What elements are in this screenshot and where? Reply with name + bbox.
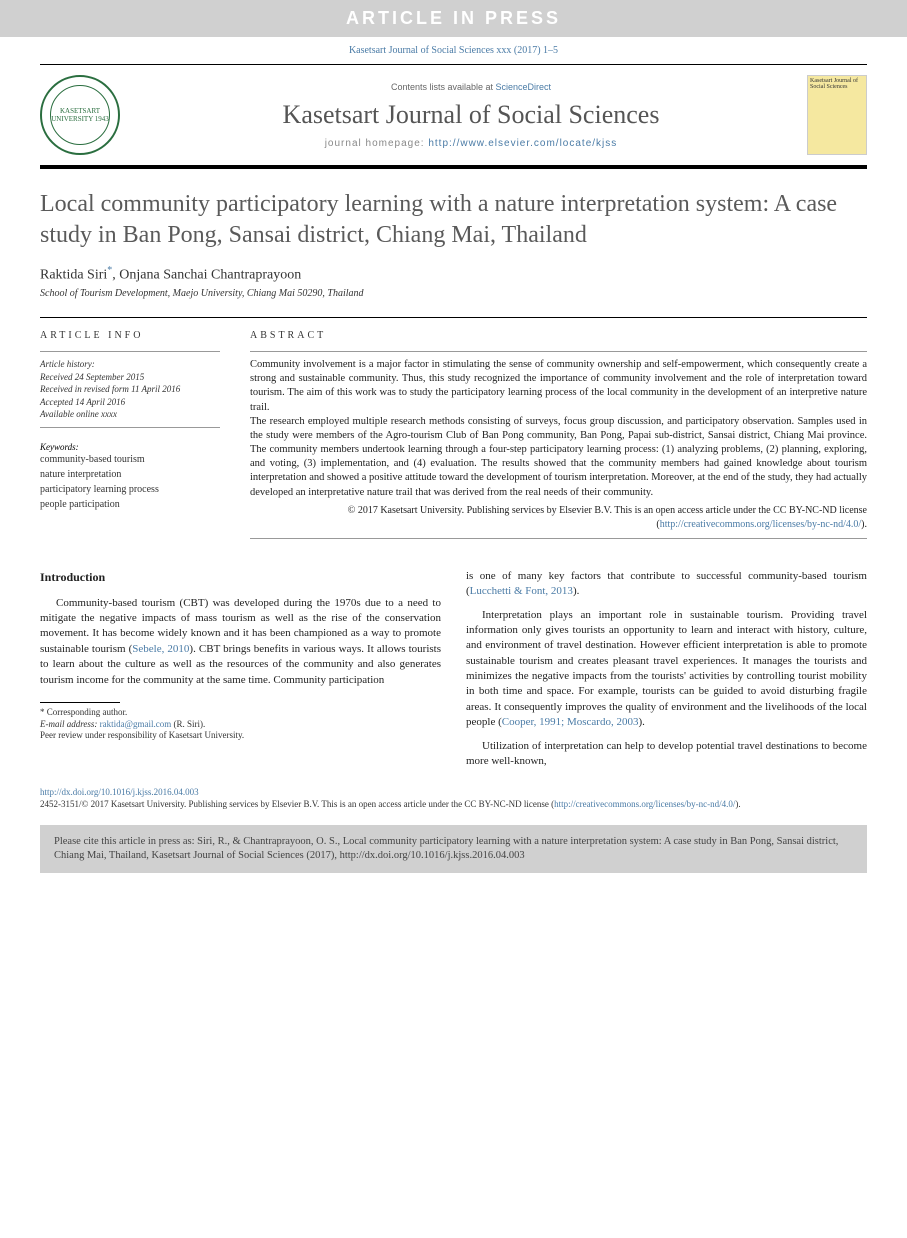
intro-p3a: Interpretation plays an important role i… — [466, 609, 867, 729]
intro-p1: Community-based tourism (CBT) was develo… — [40, 596, 441, 688]
journal-header: KASETSART UNIVERSITY 1943 Contents lists… — [40, 64, 867, 169]
accepted-date: Accepted 14 April 2016 — [40, 396, 220, 409]
history-label: Article history: — [40, 358, 220, 371]
university-logo-text: KASETSART UNIVERSITY 1943 — [50, 85, 110, 145]
abstract-copyright: © 2017 Kasetsart University. Publishing … — [250, 504, 867, 532]
peer-review-note: Peer review under responsibility of Kase… — [40, 730, 441, 742]
intro-p4: Utilization of interpretation can help t… — [466, 739, 867, 770]
citation-box: Please cite this article in press as: Si… — [40, 825, 867, 873]
footnote-separator — [40, 702, 120, 703]
keywords-label: Keywords: — [40, 442, 220, 452]
abstract-text: Community involvement is a major factor … — [250, 358, 867, 500]
abstract-p1: Community involvement is a major factor … — [250, 359, 867, 413]
contents-available-line: Contents lists available at ScienceDirec… — [135, 82, 807, 92]
journal-title: Kasetsart Journal of Social Sciences — [135, 100, 807, 130]
abstract-column: ABSTRACT Community involvement is a majo… — [240, 318, 867, 545]
citation-link[interactable]: Sebele, 2010 — [132, 643, 189, 655]
intro-p3: Interpretation plays an important role i… — [466, 608, 867, 731]
article-history: Article history: Received 24 September 2… — [40, 358, 220, 421]
article-in-press-banner: ARTICLE IN PRESS — [0, 0, 907, 37]
doi-link[interactable]: http://dx.doi.org/10.1016/j.kjss.2016.04… — [0, 787, 907, 797]
contents-prefix: Contents lists available at — [391, 82, 496, 92]
revised-date: Received in revised form 11 April 2016 — [40, 383, 220, 396]
page: ARTICLE IN PRESS Kasetsart Journal of So… — [0, 0, 907, 1238]
article-info-heading: ARTICLE INFO — [40, 330, 220, 341]
email-label: E-mail address: — [40, 719, 100, 729]
left-column: Introduction Community-based tourism (CB… — [40, 569, 441, 778]
email-note: E-mail address: raktida@gmail.com (R. Si… — [40, 719, 441, 731]
online-date: Available online xxxx — [40, 408, 220, 421]
article-body: Local community participatory learning w… — [0, 169, 907, 777]
affiliation: School of Tourism Development, Maejo Uni… — [40, 288, 867, 299]
divider — [250, 538, 867, 539]
intro-p2: is one of many key factors that contribu… — [466, 569, 867, 600]
article-title: Local community participatory learning w… — [40, 189, 867, 251]
keywords: community-based tourism nature interpret… — [40, 452, 220, 512]
journal-reference: Kasetsart Journal of Social Sciences xxx… — [0, 37, 907, 64]
divider — [40, 351, 220, 352]
homepage-link[interactable]: http://www.elsevier.com/locate/kjss — [428, 138, 617, 149]
corresponding-author-note: * Corresponding author. — [40, 707, 441, 719]
citation-link[interactable]: Cooper, 1991; Moscardo, 2003 — [502, 716, 639, 728]
main-text-columns: Introduction Community-based tourism (CB… — [40, 569, 867, 778]
copyright-end: ). — [861, 519, 867, 530]
bottom-copyright-text: 2452-3151/© 2017 Kasetsart University. P… — [40, 799, 554, 809]
intro-p3b: ). — [638, 716, 644, 728]
bottom-copyright: 2452-3151/© 2017 Kasetsart University. P… — [0, 797, 907, 819]
citation-link[interactable]: Lucchetti & Font, 2013 — [470, 585, 573, 597]
article-info-column: ARTICLE INFO Article history: Received 2… — [40, 318, 240, 545]
email-suffix: (R. Siri). — [171, 719, 205, 729]
homepage-line: journal homepage: http://www.elsevier.co… — [135, 138, 807, 149]
email-link[interactable]: raktida@gmail.com — [100, 719, 172, 729]
received-date: Received 24 September 2015 — [40, 371, 220, 384]
sciencedirect-link[interactable]: ScienceDirect — [496, 82, 552, 92]
divider — [40, 427, 220, 428]
abstract-p2: The research employed multiple research … — [250, 416, 867, 498]
cc-license-link[interactable]: http://creativecommons.org/licenses/by-n… — [660, 519, 861, 530]
university-logo: KASETSART UNIVERSITY 1943 — [40, 75, 120, 155]
authors: Raktida Siri*, Onjana Sanchai Chantrapra… — [40, 265, 867, 284]
info-abstract-row: ARTICLE INFO Article history: Received 2… — [40, 317, 867, 545]
abstract-heading: ABSTRACT — [250, 330, 867, 341]
intro-p2b: ). — [573, 585, 579, 597]
homepage-prefix: journal homepage: — [325, 138, 429, 149]
header-center: Contents lists available at ScienceDirec… — [135, 82, 807, 149]
right-column: is one of many key factors that contribu… — [466, 569, 867, 778]
journal-cover-thumbnail: Kasetsart Journal of Social Sciences — [807, 75, 867, 155]
divider — [250, 351, 867, 352]
introduction-heading: Introduction — [40, 569, 441, 586]
cc-license-link-bottom[interactable]: http://creativecommons.org/licenses/by-n… — [554, 799, 735, 809]
bottom-copyright-end: ). — [735, 799, 740, 809]
